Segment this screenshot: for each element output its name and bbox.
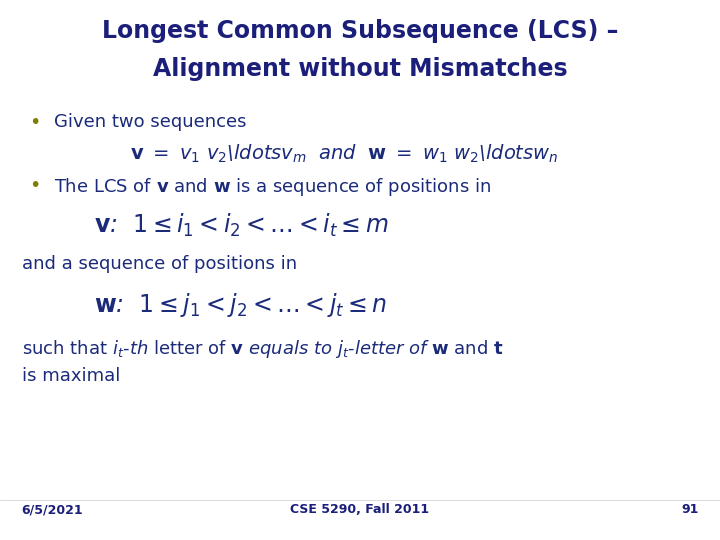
Text: and a sequence of positions in: and a sequence of positions in [22, 255, 297, 273]
Text: Given two sequences: Given two sequences [54, 113, 246, 131]
Text: 91: 91 [681, 503, 698, 516]
Text: •: • [29, 113, 40, 132]
Text: Alignment without Mismatches: Alignment without Mismatches [153, 57, 567, 80]
Text: is maximal: is maximal [22, 367, 120, 385]
Text: Longest Common Subsequence (LCS) –: Longest Common Subsequence (LCS) – [102, 19, 618, 43]
Text: $\mathit{\mathbf{v}}$:  $1 \leq i_1 < i_2 < \ldots < i_t \leq m$: $\mathit{\mathbf{v}}$: $1 \leq i_1 < i_2… [94, 212, 388, 239]
Text: CSE 5290, Fall 2011: CSE 5290, Fall 2011 [290, 503, 430, 516]
Text: 6/5/2021: 6/5/2021 [22, 503, 84, 516]
Text: •: • [29, 176, 40, 195]
Text: such that $i_t$-$\mathit{th}$ letter of $\mathbf{v}$ $\mathit{equals\ to}$ $j_t$: such that $i_t$-$\mathit{th}$ letter of … [22, 338, 503, 360]
Text: $\mathbf{v}$ $=$ $v_1$ $v_2$\ldots$v_m$  and  $\mathbf{w}$ $=$ $w_1$ $w_2$\ldots: $\mathbf{v}$ $=$ $v_1$ $v_2$\ldots$v_m$ … [130, 143, 558, 165]
Text: The LCS of $\mathbf{v}$ and $\mathbf{w}$ is a sequence of positions in: The LCS of $\mathbf{v}$ and $\mathbf{w}$… [54, 176, 491, 198]
Text: $\mathit{\mathbf{w}}$:  $1 \leq j_1 < j_2 < \ldots < j_t \leq n$: $\mathit{\mathbf{w}}$: $1 \leq j_1 < j_2… [94, 291, 387, 319]
